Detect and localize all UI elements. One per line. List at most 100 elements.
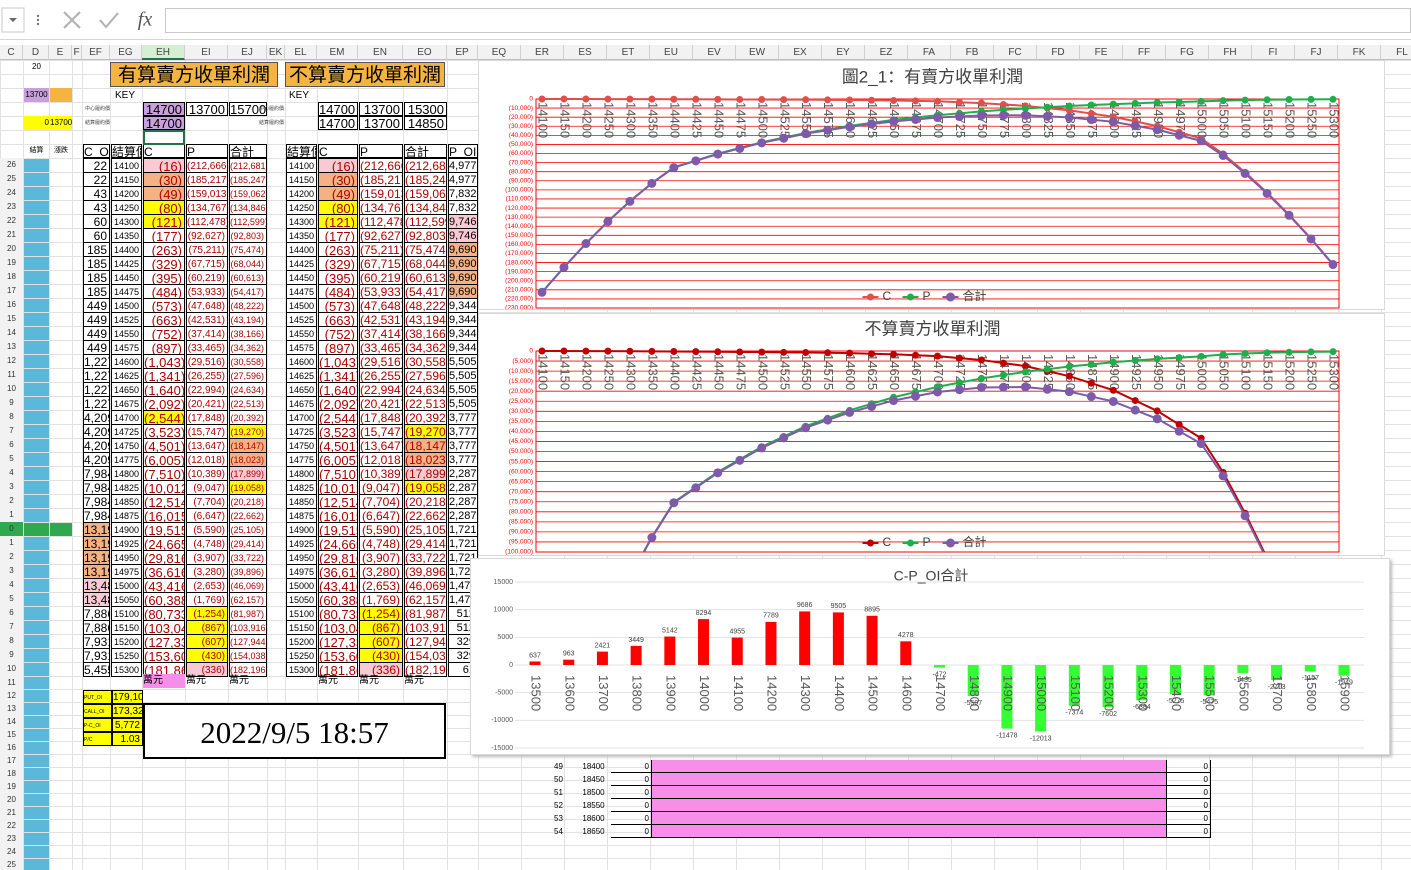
row-label: 25 <box>0 858 23 870</box>
value-label: 8294 <box>696 610 712 617</box>
fill-block <box>652 760 1167 773</box>
data-point <box>780 348 788 356</box>
x-tick-label: 14475 <box>733 102 748 138</box>
insert-function[interactable]: fx <box>138 9 153 31</box>
formula-input[interactable] <box>165 8 1411 33</box>
table-cell: (12,018) <box>359 452 403 467</box>
data-point <box>780 96 788 104</box>
column-header[interactable]: EW <box>736 45 779 60</box>
data-point <box>713 468 723 478</box>
column-header[interactable]: D <box>23 45 49 60</box>
menu-dot[interactable] <box>36 18 40 22</box>
y-tick-label: (60,000) <box>509 468 533 475</box>
table-cell: (20,421) <box>186 396 228 411</box>
data-point <box>735 143 745 153</box>
table-cell: (3,523) <box>143 424 185 439</box>
x-tick-label: 14650 <box>887 354 902 390</box>
row-number: 52 <box>554 801 563 810</box>
price-cell <box>24 716 49 728</box>
table-cell: (7,704) <box>359 494 403 509</box>
column-header[interactable]: EL <box>285 45 317 60</box>
column-header[interactable]: F <box>72 45 82 60</box>
y-tick-label: (10,000) <box>509 105 533 112</box>
column-header[interactable]: EY <box>822 45 865 60</box>
data-point <box>1218 471 1228 481</box>
column-header[interactable]: FK <box>1338 45 1381 60</box>
data-point <box>955 98 963 106</box>
table-cell: (127,944) <box>229 634 267 649</box>
menu-dot[interactable] <box>36 22 40 26</box>
column-header[interactable]: C <box>0 45 23 60</box>
table-cell: (39,896) <box>229 564 267 579</box>
column-header[interactable]: EO <box>403 45 447 60</box>
table-cell: (42,531) <box>359 312 403 327</box>
column-header[interactable]: FL <box>1381 45 1411 60</box>
x-tick-label: 14200 <box>580 354 595 390</box>
key-value: 13700 <box>359 116 403 130</box>
column-header[interactable]: FC <box>994 45 1037 60</box>
column-header[interactable]: EH <box>142 45 185 60</box>
data-point <box>1153 99 1161 107</box>
data-point <box>779 133 789 143</box>
column-header[interactable]: FI <box>1252 45 1295 60</box>
column-header[interactable]: EI <box>185 45 228 60</box>
column-header[interactable]: EF <box>82 45 110 60</box>
column-header[interactable]: ET <box>607 45 650 60</box>
table-cell: (37,414) <box>186 326 228 341</box>
data-point <box>692 95 700 103</box>
bar <box>1203 665 1215 696</box>
column-header[interactable]: EN <box>358 45 403 60</box>
column-header[interactable]: EQ <box>478 45 521 60</box>
column-header[interactable]: FD <box>1037 45 1080 60</box>
price-cell <box>24 271 49 284</box>
y-tick-label: (30,000) <box>509 408 533 415</box>
table-cell: (27,596) <box>404 368 447 383</box>
column-header[interactable]: EK <box>267 45 285 60</box>
bar <box>832 612 844 665</box>
column-header[interactable]: FG <box>1166 45 1209 60</box>
column-header[interactable]: ES <box>564 45 607 60</box>
row-label: 3 <box>0 564 23 578</box>
bar <box>900 641 912 665</box>
x-tick-label: 14525 <box>777 354 792 390</box>
dropdown-arrow[interactable] <box>9 18 17 22</box>
x-tick-label: 15250 <box>1305 354 1320 390</box>
bar <box>1001 665 1013 729</box>
column-header[interactable]: EX <box>779 45 822 60</box>
column-header[interactable]: EJ <box>228 45 267 60</box>
table-cell: (33,722) <box>229 550 267 565</box>
table-cell: 14350 <box>286 228 317 243</box>
table-cell: 4,977 <box>448 172 478 187</box>
column-header[interactable]: E <box>49 45 72 60</box>
column-header[interactable]: FE <box>1080 45 1123 60</box>
value-label: 3449 <box>628 637 644 644</box>
column-header[interactable]: EG <box>110 45 142 60</box>
column-header[interactable]: FJ <box>1295 45 1338 60</box>
data-point <box>1329 348 1337 356</box>
column-header[interactable]: EZ <box>865 45 908 60</box>
cancel-icon[interactable] <box>63 11 81 29</box>
key-row-label: 中心履約價 <box>85 106 111 112</box>
column-header[interactable]: EU <box>650 45 693 60</box>
unit-label: 萬元 <box>186 675 206 686</box>
column-header[interactable]: FA <box>908 45 951 60</box>
column-header[interactable]: EV <box>693 45 736 60</box>
table-cell: (29,816) <box>143 550 185 565</box>
y-tick-label: (20,000) <box>509 388 533 395</box>
table-cell: (2,653) <box>186 578 228 593</box>
table-cell: 7,886 <box>83 620 110 635</box>
table-cell: 1,227 <box>83 368 110 383</box>
column-header[interactable]: EM <box>317 45 358 60</box>
value-label: 5142 <box>662 627 678 634</box>
enter-icon[interactable] <box>99 12 119 29</box>
table-cell: 15050 <box>111 592 142 607</box>
column-header[interactable]: FF <box>1123 45 1166 60</box>
column-header[interactable]: FB <box>951 45 994 60</box>
row-label: 14 <box>0 326 23 340</box>
column-header[interactable]: FH <box>1209 45 1252 60</box>
column-header[interactable]: ER <box>521 45 564 60</box>
menu-dot[interactable] <box>36 14 40 18</box>
column-header[interactable]: EP <box>447 45 478 60</box>
table-cell: (16) <box>143 158 185 173</box>
table-cell: (6,647) <box>359 508 403 523</box>
